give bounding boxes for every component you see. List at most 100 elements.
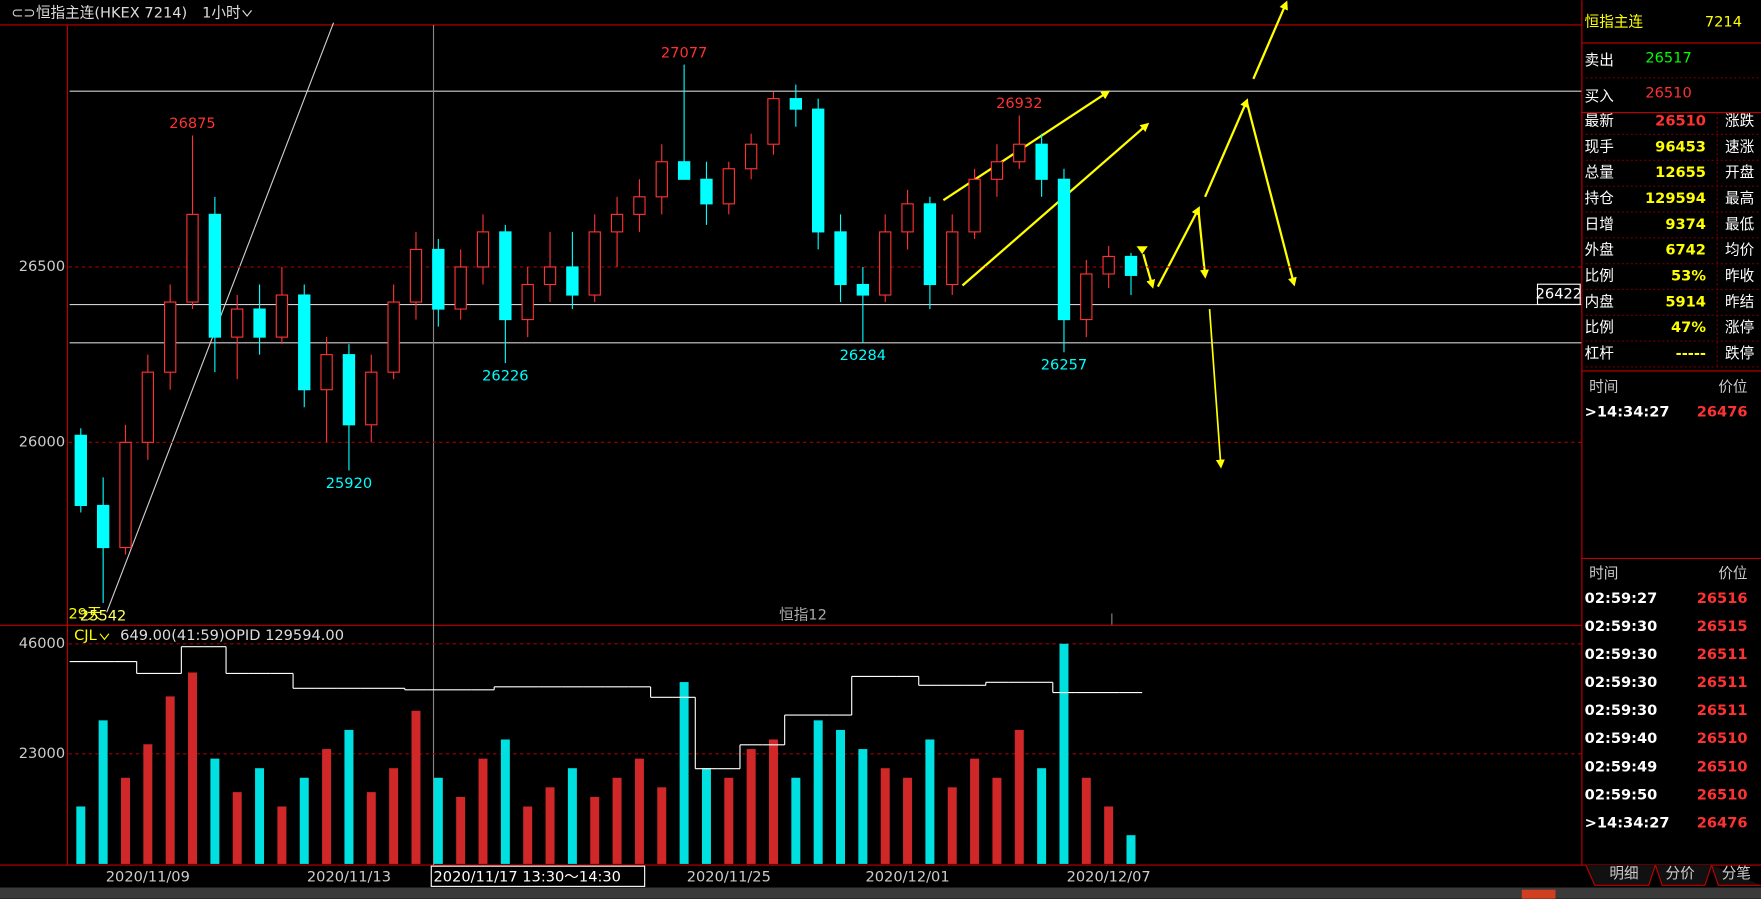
scrollbar[interactable] [0, 887, 1761, 899]
x-tick-label: 2020/11/25 [687, 868, 771, 885]
candle-body [1102, 255, 1115, 275]
cursor-price: 26422 [1536, 285, 1582, 302]
tick-price: 26476 [1697, 814, 1748, 831]
tick-price: 26510 [1697, 758, 1748, 775]
candle-body [543, 266, 557, 286]
tick-time: >14:34:27 [1585, 814, 1670, 831]
candle-body [566, 266, 579, 296]
quote-label: 均价 [1725, 242, 1755, 259]
sell-label: 卖出 [1585, 52, 1614, 69]
quote-label: 最新 [1585, 113, 1614, 130]
volume-legend[interactable]: CJL [74, 627, 97, 644]
candle-body [677, 161, 691, 180]
volume-bar [724, 777, 734, 864]
cursor-price-box [1536, 283, 1581, 305]
volume-bar [634, 758, 644, 864]
indicator-label: 恒指12 [779, 607, 827, 624]
tick-price: 26515 [1697, 618, 1748, 635]
volume-bar [500, 739, 510, 864]
volume-bar [880, 768, 890, 864]
volume-bar [322, 749, 332, 864]
quote-value: 53% [1671, 268, 1706, 285]
candle-body [722, 168, 735, 205]
candle-body [588, 231, 601, 296]
tab-bar [1585, 864, 1761, 886]
quote-label: 昨结 [1725, 293, 1754, 310]
x-tick-label: 2020/12/01 [865, 868, 949, 885]
tick-time: >14:34:27 [1585, 403, 1670, 420]
period[interactable]: 1小时 [202, 5, 241, 22]
volume-bar [746, 749, 756, 864]
tab[interactable]: 明细 [1609, 865, 1638, 882]
candle-body [834, 231, 847, 286]
volume-bar [836, 729, 846, 864]
candle-body [499, 231, 512, 321]
volume-bar [657, 787, 667, 864]
quote-value: ----- [1676, 345, 1706, 362]
tick-time: 02:59:30 [1585, 646, 1658, 663]
volume-bar [545, 787, 555, 864]
y-tick-label: 46000 [19, 635, 65, 652]
scroll-thumb[interactable] [1521, 889, 1556, 899]
candle-body [968, 178, 981, 233]
candle-body [387, 301, 400, 373]
period-chevron[interactable] [242, 10, 253, 17]
candle-body [119, 441, 132, 549]
candle-body [789, 98, 803, 110]
tick-price: 26516 [1697, 590, 1748, 607]
candle-body [141, 371, 155, 443]
volume-bar [970, 758, 980, 864]
cursor-label: 2020/11/17 13:30～14:30 [434, 868, 621, 885]
volume-bar [1037, 768, 1047, 864]
volume-bar [903, 777, 913, 864]
tick-price: 26511 [1697, 702, 1748, 719]
candle-body [946, 231, 959, 286]
quote-label: 内盘 [1585, 292, 1614, 310]
volume-bar [344, 729, 354, 864]
candle-body [409, 248, 423, 303]
candle-body [610, 213, 624, 233]
tick-price: 26476 [1697, 403, 1748, 420]
ticks-header: 时间 [1589, 565, 1618, 582]
candle-body [432, 248, 445, 310]
days-note: 29天 [69, 606, 103, 623]
candle-body [655, 161, 668, 198]
candle-body [208, 213, 222, 338]
quote-label: 涨跌 [1725, 113, 1755, 130]
cursor-box [430, 865, 646, 887]
tick-price: 26511 [1697, 646, 1748, 663]
volume-bar [679, 682, 689, 864]
quote-value: 129594 [1645, 190, 1706, 207]
tab[interactable]: 分价 [1666, 865, 1696, 882]
quote-label: 速涨 [1725, 138, 1755, 155]
quote-value: 26510 [1655, 113, 1706, 130]
volume-bar [992, 777, 1002, 864]
tick-time: 02:59:49 [1585, 758, 1658, 775]
quote-name: 恒指主连 [1585, 14, 1644, 31]
quote-label: 开盘 [1725, 163, 1754, 181]
quote-label: 总量 [1585, 164, 1614, 181]
quote-label: 比例 [1585, 319, 1614, 336]
tick-time: 02:59:30 [1585, 618, 1658, 635]
volume-bar [255, 768, 265, 864]
buy-price: 26510 [1645, 84, 1691, 101]
candle-body [923, 203, 937, 286]
quote-value: 47% [1671, 319, 1706, 336]
candle-body [1013, 143, 1026, 163]
volume-bar [411, 710, 421, 864]
candle-body [320, 354, 333, 391]
candle-body [1057, 178, 1071, 321]
tab[interactable]: 分笔 [1722, 865, 1751, 882]
low-label: 26284 [840, 347, 886, 364]
candle-body [1124, 255, 1138, 276]
quote-value: 12655 [1655, 164, 1706, 181]
link-icon: ⊂⊃ [11, 5, 35, 22]
legend-chevron[interactable] [99, 633, 110, 641]
volume-bar [478, 758, 488, 864]
quote-label: 日增 [1585, 216, 1614, 233]
candle-body [990, 161, 1004, 180]
volume-bar [98, 720, 108, 864]
quote-label: 最低 [1725, 216, 1755, 233]
